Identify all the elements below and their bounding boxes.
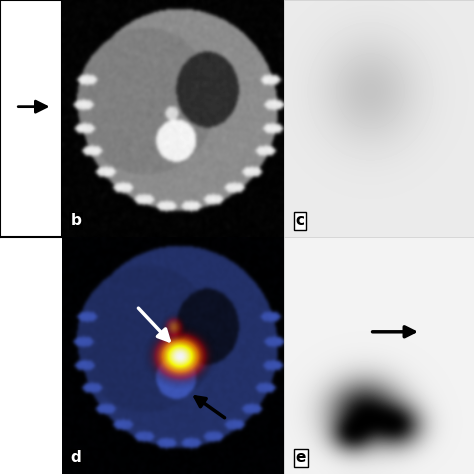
Text: e: e: [296, 450, 306, 465]
Text: d: d: [71, 450, 81, 465]
Text: b: b: [71, 213, 82, 228]
Text: c: c: [296, 213, 305, 228]
